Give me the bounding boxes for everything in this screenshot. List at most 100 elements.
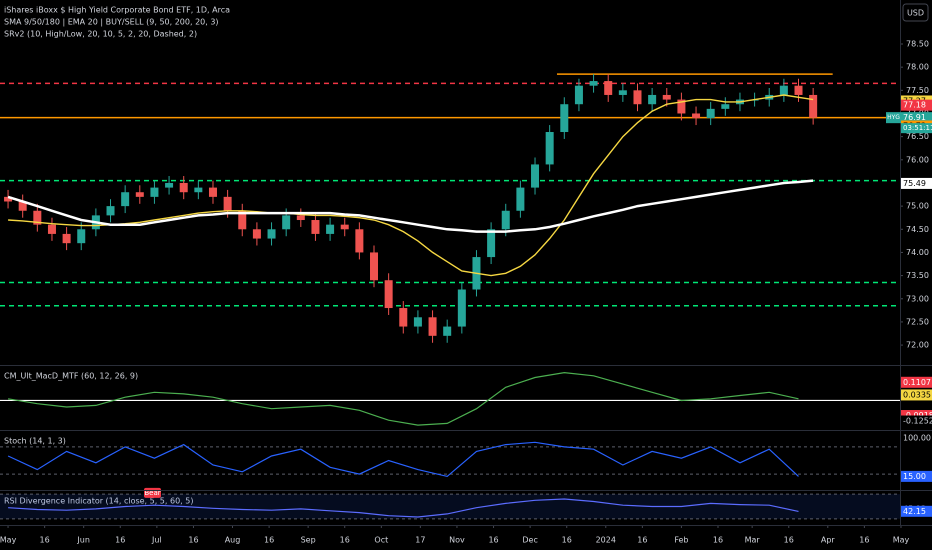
candle-body xyxy=(721,104,730,109)
candle-body xyxy=(238,210,247,230)
candle-body xyxy=(47,224,56,234)
candle-body xyxy=(531,164,540,188)
price-label: 100.00 xyxy=(903,433,931,442)
x-tick-label: Aug xyxy=(225,536,241,545)
x-tick-label: Jul xyxy=(151,536,162,545)
candle-body xyxy=(589,81,598,86)
price-label: 75.49 xyxy=(903,179,926,188)
price-label: -0.1252 xyxy=(903,417,932,426)
candle-body xyxy=(267,229,276,239)
x-tick-label: Mar xyxy=(745,536,761,545)
candle-body xyxy=(662,94,671,100)
y-tick-label: 75.00 xyxy=(906,202,929,211)
x-tick-label: 16 xyxy=(340,536,350,545)
indicator-line xyxy=(8,371,799,426)
candle-body xyxy=(399,308,408,327)
x-tick-label: Nov xyxy=(449,536,465,545)
x-tick-label: 16 xyxy=(784,536,794,545)
candle-body xyxy=(135,192,144,197)
indicator-label: SRv2 (10, High/Low, 20, 10, 5, 2, 20, Da… xyxy=(4,30,197,39)
x-tick-label: 2024 xyxy=(596,536,616,545)
x-tick-label: Sep xyxy=(301,536,316,545)
candle-body xyxy=(779,85,788,95)
x-tick-label: 16 xyxy=(115,536,125,545)
candle-body xyxy=(121,192,130,207)
candle-body xyxy=(165,182,174,188)
x-tick-label: Dec xyxy=(522,536,537,545)
currency-button[interactable] xyxy=(902,3,929,22)
countdown-label: 03:51:11 xyxy=(903,124,932,132)
y-tick-label: 76.50 xyxy=(906,132,929,141)
price-label-box xyxy=(901,415,932,427)
y-tick-label: 76.00 xyxy=(906,155,929,164)
candle-body xyxy=(516,187,525,211)
y-tick-label: 73.50 xyxy=(906,271,929,280)
price-label: 15.00 xyxy=(903,472,926,481)
candle-body xyxy=(457,289,466,327)
candle-body xyxy=(77,229,86,244)
moving-average xyxy=(7,179,814,233)
candle-body xyxy=(340,224,349,230)
price-label: 76.91 xyxy=(903,113,926,122)
candle-body xyxy=(150,187,159,197)
x-tick-label: Feb xyxy=(674,536,688,545)
candle-body xyxy=(223,196,232,211)
indicator-line xyxy=(8,498,799,518)
candle-body xyxy=(311,220,320,234)
candle-body xyxy=(633,90,642,105)
candle-body xyxy=(106,206,115,216)
x-tick-label: May xyxy=(0,536,17,545)
x-tick-label: May xyxy=(893,536,910,545)
candle-body xyxy=(208,187,217,197)
price-label: 42.15 xyxy=(903,507,926,516)
candle-body xyxy=(355,229,364,253)
price-label: 0.1107 xyxy=(903,378,931,387)
candle-body xyxy=(794,85,803,95)
indicator-line xyxy=(7,441,799,478)
y-tick-label: 74.50 xyxy=(906,225,929,234)
candle-body xyxy=(574,85,583,105)
candle-body xyxy=(296,215,305,221)
x-tick-label: 16 xyxy=(637,536,647,545)
currency-label[interactable]: USD xyxy=(907,9,924,18)
candle-body xyxy=(692,113,701,119)
candle-body xyxy=(677,99,686,114)
candle-body xyxy=(413,317,422,327)
candle-body xyxy=(648,94,657,105)
candle-body xyxy=(252,229,261,239)
price-label: 0.0335 xyxy=(903,390,931,399)
candle-body xyxy=(326,224,335,234)
y-tick-label: 73.00 xyxy=(906,294,929,303)
y-tick-label: 78.00 xyxy=(906,63,929,72)
x-tick-label: Oct xyxy=(374,536,388,545)
candle-body xyxy=(4,196,13,202)
x-tick-label: 16 xyxy=(40,536,50,545)
candle-body xyxy=(809,94,818,118)
candle-body xyxy=(384,280,393,309)
y-tick-label: 74.00 xyxy=(906,248,929,257)
x-tick-label: 16 xyxy=(488,536,498,545)
candle-body xyxy=(428,317,437,336)
price-label-box xyxy=(901,389,932,401)
y-tick-label: 72.00 xyxy=(906,341,929,350)
moving-average xyxy=(8,94,814,277)
countdown-box xyxy=(901,123,932,134)
price-label-box xyxy=(901,470,932,482)
candle-body xyxy=(179,182,188,193)
candle-body xyxy=(18,201,27,211)
y-tick-label: 77.50 xyxy=(906,86,929,95)
candle-body xyxy=(560,104,569,133)
price-label-box xyxy=(901,99,932,111)
candle-body xyxy=(604,81,613,95)
symbol-label: HYG xyxy=(887,114,900,121)
price-label: 77.18 xyxy=(903,101,926,110)
candle-body xyxy=(62,233,71,244)
indicator-label: SMA 9/50/180 | EMA 20 | BUY/SELL (9, 50,… xyxy=(4,18,219,27)
candle-body xyxy=(282,215,291,230)
x-tick-label: 16 xyxy=(264,536,274,545)
x-tick-label: Jun xyxy=(76,536,90,545)
x-tick-label: 16 xyxy=(188,536,198,545)
candle-body xyxy=(501,210,510,230)
